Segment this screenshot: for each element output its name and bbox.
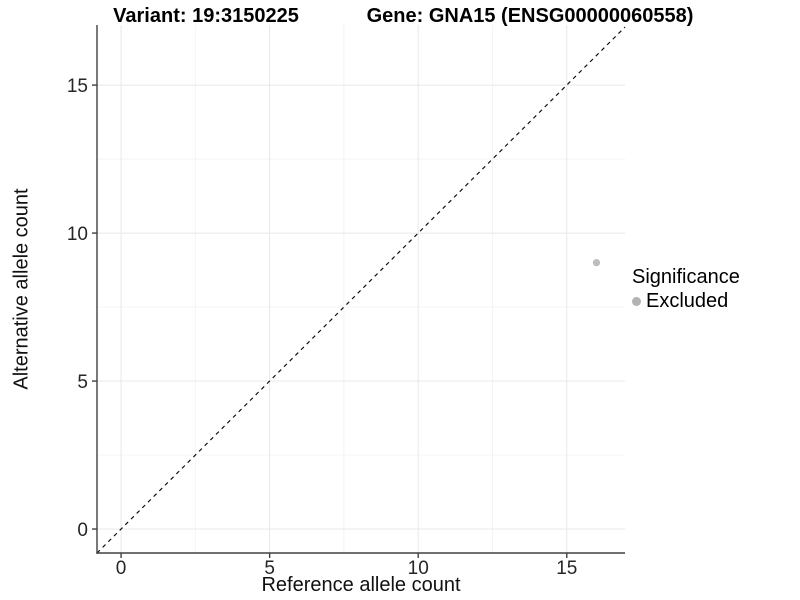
legend: Significance Excluded [632,266,740,312]
legend-item-label: Excluded [646,290,729,312]
x-tick-label: 10 [408,558,429,579]
x-axis-label: Reference allele count [261,574,461,596]
y-tick-label: 10 [67,224,88,245]
data-point [592,259,601,267]
x-tick-label: 15 [556,558,577,579]
y-tick-label: 0 [77,520,88,541]
plot-title-variant: Variant: 19:3150225 [113,5,299,27]
x-tick-label: 5 [264,558,275,579]
identity-reference-line [96,26,626,554]
y-tick-label: 15 [67,76,88,97]
legend-item-excluded: Excluded [632,290,740,312]
x-tick-label: 0 [116,558,127,579]
excluded-point-icon [632,296,641,306]
legend-title: Significance [632,266,740,288]
y-tick-label: 5 [77,372,88,393]
y-axis-label: Alternative allele count [10,188,33,390]
plot-title-gene: Gene: GNA15 (ENSG00000060558) [366,5,694,27]
